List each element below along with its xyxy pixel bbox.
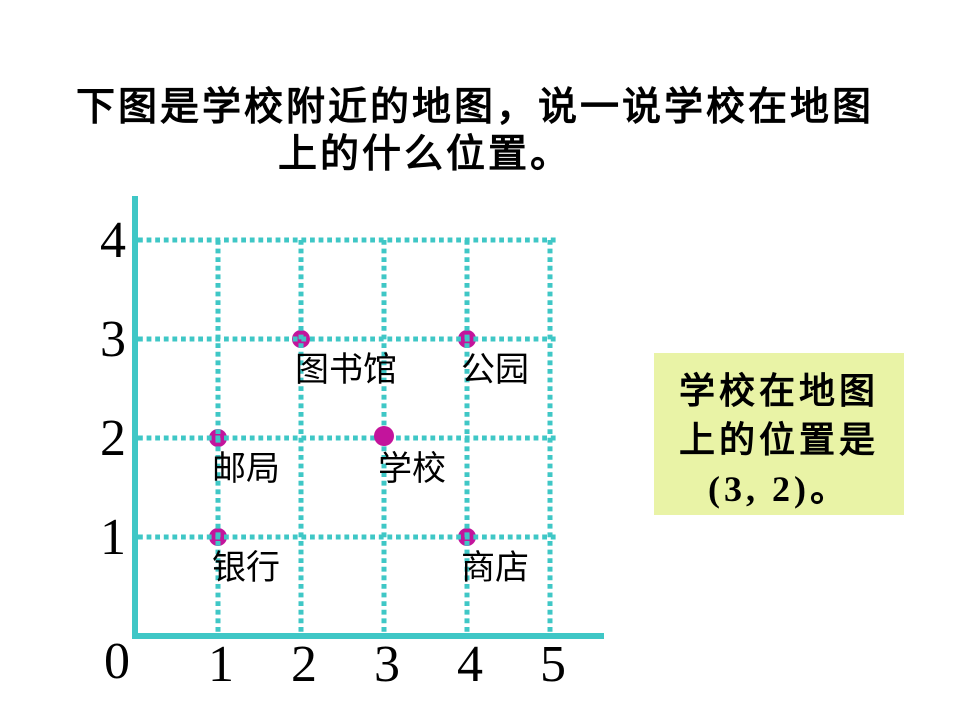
x-tick-label: 4 [457,636,483,693]
answer-line-2: 上的位置是 [678,420,879,460]
map-point-label: 银行 [212,549,280,587]
x-tick-label: 5 [540,636,566,693]
y-tick-label: 4 [100,212,126,269]
map-point-label: 商店 [461,549,529,587]
map-point-school [374,426,394,446]
answer-coordinates: (3, 2)。 [708,469,850,509]
answer-box: 学校在地图 上的位置是 (3, 2)。 [654,353,904,515]
x-tick-label: 2 [291,636,317,693]
title-line-1: 下图是学校附近的地图，说一说学校在地图 [75,86,874,129]
origin-tick-label: 0 [104,633,130,690]
y-tick-label: 2 [100,410,126,467]
x-tick-label: 1 [208,636,234,693]
map-point-label: 学校 [378,450,446,488]
x-tick-label: 3 [374,636,400,693]
y-tick-label: 1 [100,509,126,566]
page-title: 下图是学校附近的地图，说一说学校在地图 上的什么位置。 [55,84,895,178]
map-point-label: 公园 [461,352,529,389]
answer-line-1: 学校在地图 [678,371,879,411]
map-point-label: 邮局 [212,450,280,488]
title-line-2: 上的什么位置。 [277,133,572,176]
y-tick-label: 3 [100,311,126,368]
map-point-label: 图书馆 [295,351,397,389]
